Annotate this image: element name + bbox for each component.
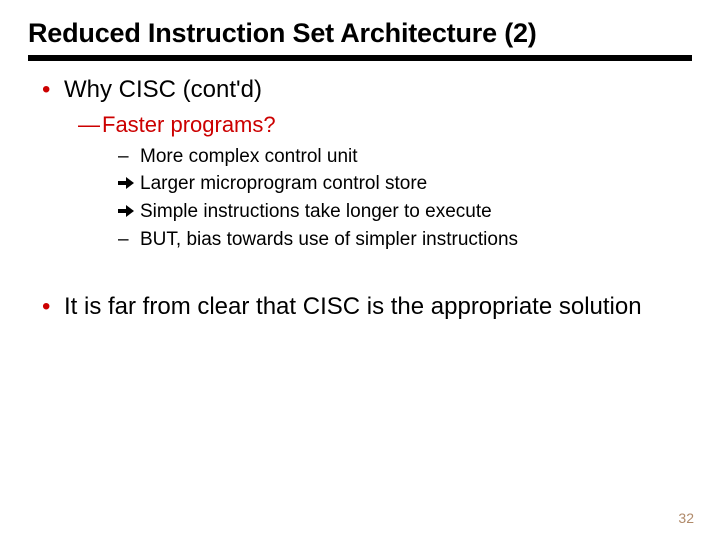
arrow-right-icon [118,171,140,197]
spacer [28,254,692,280]
slide-title: Reduced Instruction Set Architecture (2) [28,18,692,49]
bullet-text: It is far from clear that CISC is the ap… [64,292,642,322]
item-text: Larger microprogram control store [140,173,427,194]
page-number: 32 [678,510,694,526]
bullet-far-from-clear: •It is far from clear that CISC is the a… [42,292,692,322]
bullet-why-cisc: •Why CISC (cont'd) [42,75,692,105]
item-more-complex: –More complex control unit [118,144,692,170]
item-text: Simple instructions take longer to execu… [140,201,492,222]
slide: Reduced Instruction Set Architecture (2)… [0,0,720,540]
item-simple-longer: Simple instructions take longer to execu… [118,199,692,225]
item-text: BUT, bias towards use of simpler instruc… [140,229,518,250]
item-text: More complex control unit [140,146,358,167]
bullet-text: Why CISC (cont'd) [64,75,262,105]
emdash-icon: — [78,111,102,140]
endash-icon: – [118,144,140,170]
arrow-right-icon [118,199,140,225]
endash-icon: – [118,227,140,253]
bullet-dot-icon: • [42,292,64,322]
title-rule [28,55,692,61]
bullet-dot-icon: • [42,75,64,105]
subbullet-text: Faster programs? [102,112,276,137]
item-but-bias: –BUT, bias towards use of simpler instru… [118,227,692,253]
item-larger-store: Larger microprogram control store [118,171,692,197]
subbullet-faster-programs: —Faster programs? [78,111,692,140]
